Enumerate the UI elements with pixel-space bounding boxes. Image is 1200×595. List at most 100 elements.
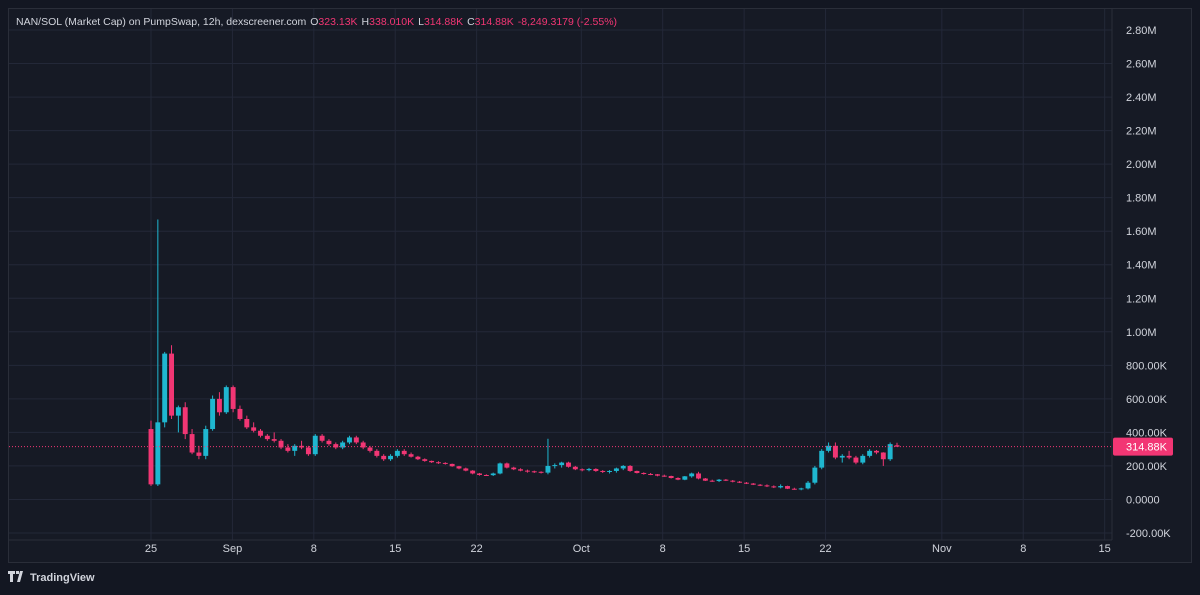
candle-body [798, 488, 804, 490]
low-key: L [418, 16, 424, 28]
candle-body [778, 486, 784, 488]
y-tick-label: 0.0000 [1126, 494, 1160, 506]
x-tick-label: 8 [1020, 543, 1026, 555]
candle-body [860, 455, 866, 463]
candle-body [271, 439, 277, 441]
candle-body [340, 442, 346, 448]
price-axis[interactable]: 2.80M 2.60M 2.40M 2.20M 2.00M 1.80M 1.60M 1.40M… [1126, 25, 1171, 540]
candle-body [566, 462, 571, 467]
candle-body [634, 470, 640, 473]
candle-body [367, 447, 373, 451]
candle-body [853, 457, 859, 463]
candle-body [490, 473, 496, 476]
symbol-label: NAN/SOL (Market Cap) on PumpSwap, 12h, d… [16, 16, 307, 28]
y-tick-label: 400.00K [1126, 427, 1168, 439]
candle-body [326, 440, 332, 445]
candle-body [641, 472, 647, 474]
chart-legend: NAN/SOL (Market Cap) on PumpSwap, 12h, d… [16, 16, 617, 28]
y-tick-label: 600.00K [1126, 394, 1168, 406]
candle-body [880, 452, 886, 460]
grid-lines [9, 9, 1113, 541]
candle-body [251, 427, 257, 431]
candle-body [477, 473, 482, 475]
y-tick-label: 800.00K [1126, 360, 1168, 372]
candle-body [737, 481, 743, 483]
x-tick-label: 8 [660, 543, 666, 555]
candle-body [572, 466, 578, 470]
candle-body [627, 465, 633, 471]
candle-body [463, 468, 469, 471]
y-tick-label: 1.60M [1126, 226, 1157, 238]
candle-body [771, 486, 777, 488]
candle-body [456, 466, 462, 469]
candle-body [538, 471, 544, 473]
candle-body [607, 470, 613, 472]
close-key: C [467, 16, 475, 28]
candle-body [237, 408, 243, 419]
x-tick-label: 15 [738, 543, 750, 555]
candle-body [415, 456, 421, 460]
candle-body [819, 450, 825, 468]
candle-body [518, 469, 524, 471]
candle-body [422, 459, 428, 461]
candle-body [394, 450, 400, 456]
candle-body [552, 465, 558, 467]
candle-body [155, 422, 161, 485]
candle-body [299, 445, 305, 448]
y-tick-label: 1.40M [1126, 260, 1157, 272]
candle-body [702, 478, 708, 481]
candle-body [189, 434, 195, 453]
candle-body [429, 460, 435, 463]
candle-body [483, 474, 489, 476]
candle-body [312, 435, 318, 455]
x-tick-label: 25 [145, 543, 157, 555]
candle-body [867, 450, 873, 456]
candle-body [682, 476, 688, 480]
candle-body [162, 353, 168, 423]
y-tick-label: 1.80M [1126, 193, 1157, 205]
candle-body [545, 465, 551, 473]
y-tick-label: 1.20M [1126, 293, 1157, 305]
candle-body [716, 479, 722, 482]
candle-body [333, 444, 339, 448]
tradingview-footer[interactable]: TradingView [8, 571, 95, 585]
x-tick-label: 15 [389, 543, 401, 555]
y-tick-label: 2.60M [1126, 59, 1157, 71]
candle-body [648, 473, 654, 475]
candle-body [319, 435, 325, 441]
change-value: -8,249.3179 (-2.55%) [517, 16, 618, 28]
candle-body [894, 445, 900, 447]
last-price-tag: 314.88K [1113, 437, 1173, 456]
candle-body [244, 418, 250, 428]
candle-body [743, 482, 749, 484]
candle-body [497, 463, 503, 474]
y-tick-label: 2.20M [1126, 126, 1157, 138]
candle-body [887, 444, 893, 460]
time-axis[interactable]: 25 Sep 8 15 22 Oct 8 15 22 Nov 8 15 [145, 543, 1111, 555]
candle-body [826, 445, 832, 451]
candle-body [764, 485, 770, 487]
candle-body [791, 488, 797, 490]
candle-body [196, 452, 202, 456]
candle-body [723, 479, 729, 481]
open-value: 323.13K [318, 16, 358, 28]
x-tick-label: 8 [311, 543, 317, 555]
candle-body [696, 473, 701, 479]
candle-body [812, 467, 818, 483]
candle-body [360, 442, 366, 448]
x-tick-label: 22 [819, 543, 831, 555]
candle-body [654, 474, 660, 476]
candle-body [388, 455, 394, 460]
chart-frame[interactable] [8, 8, 1192, 563]
candle-body [750, 483, 756, 485]
candle-body [524, 470, 530, 472]
candle-body [620, 465, 626, 469]
x-tick-label: Sep [223, 543, 243, 555]
candle-body [668, 475, 674, 479]
candle-body [839, 455, 845, 458]
candle-body [230, 387, 236, 409]
candle-body [709, 480, 715, 482]
high-value: 338.010K [369, 16, 415, 28]
candle-body [846, 455, 852, 458]
